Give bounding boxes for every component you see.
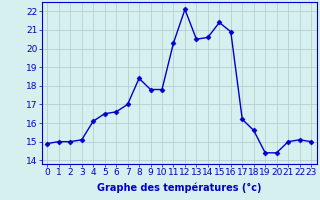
X-axis label: Graphe des températures (°c): Graphe des températures (°c) [97, 183, 261, 193]
